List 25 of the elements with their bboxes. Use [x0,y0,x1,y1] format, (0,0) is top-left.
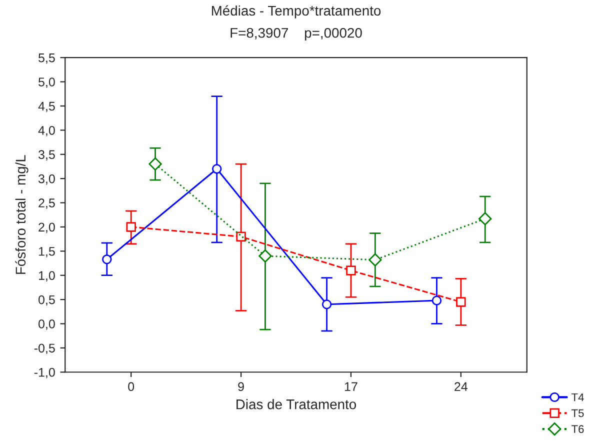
legend-label: T6 [572,425,584,434]
y-tick-label: 4,0 [38,126,55,136]
x-axis-title: Dias de Tratamento [236,399,356,410]
y-tick-label: 0,5 [38,295,55,306]
y-tick-label: 0,0 [38,320,55,330]
chart-title: Médias - Tempo*tratamento [212,5,381,18]
x-tick-label: 24 [454,382,468,391]
y-tick-label: 5,5 [38,54,55,64]
y-tick-label: 1,0 [38,271,55,282]
x-tick-label: 0 [128,382,134,392]
y-tick-label: 5,0 [38,78,55,88]
y-tick-label: 3,5 [38,150,55,160]
chart-subtitle: F=8,3907 p=,00020 [230,28,362,41]
y-tick-label: 2,5 [38,198,55,209]
legend-label: T5 [572,409,584,418]
y-tick-label: 4,5 [38,102,55,112]
y-tick-label: 1,5 [38,247,55,258]
x-tick-label: 9 [238,382,244,392]
legend-label: T4 [572,393,584,402]
y-tick-label: 2,0 [38,222,55,234]
y-tick-label: -1,0 [34,368,55,378]
x-tick-label: 17 [344,382,358,391]
y-tick-label: 3,0 [38,174,55,185]
y-axis-title: Fósforo total - mg/L [15,155,28,274]
y-tick-label: -0,5 [34,344,55,354]
